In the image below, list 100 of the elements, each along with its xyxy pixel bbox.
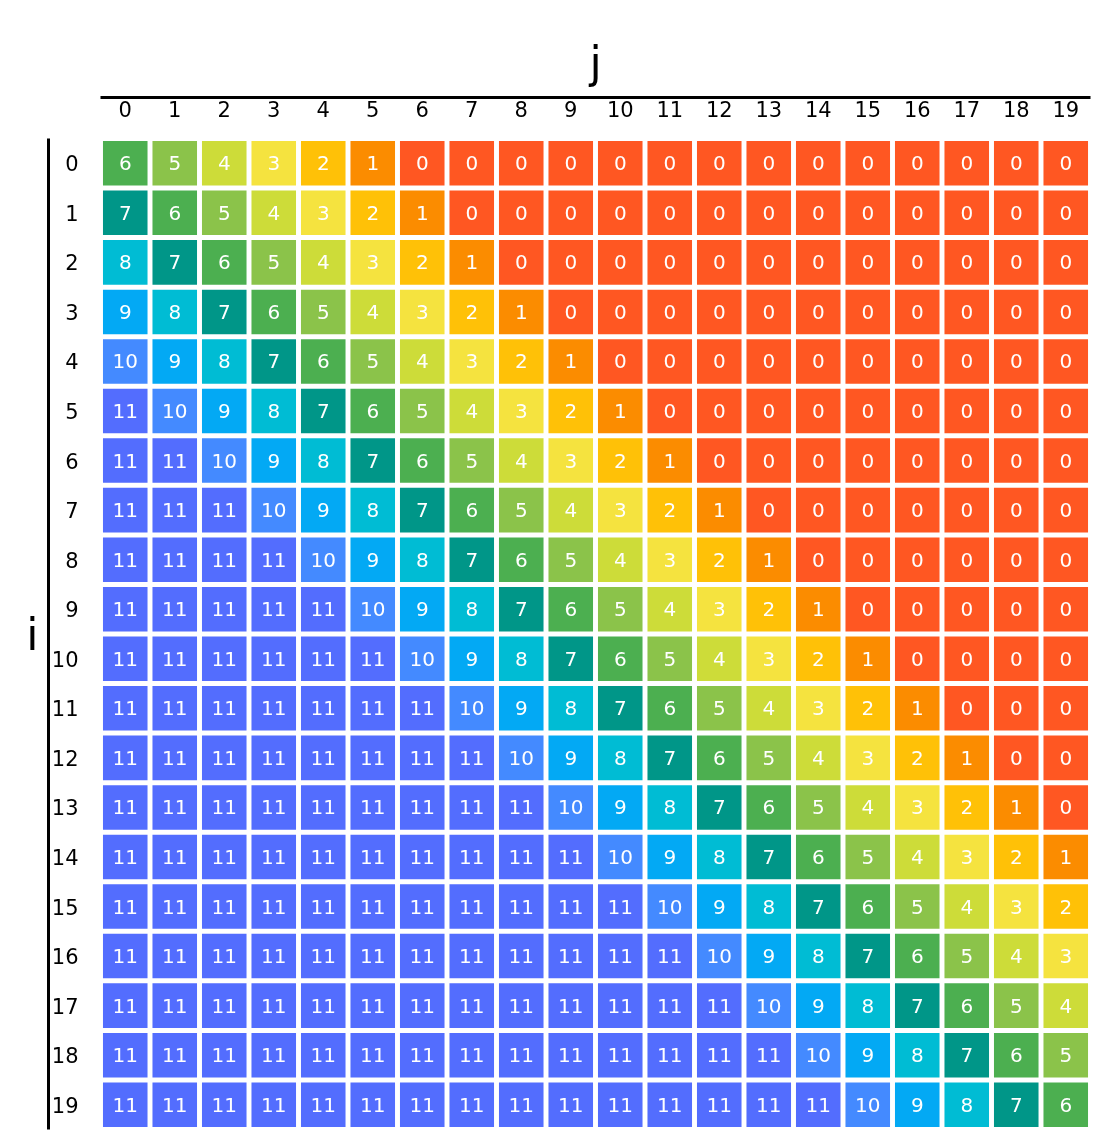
data-label: 11 [112, 1043, 138, 1068]
data-label: 2 [415, 250, 429, 275]
data-label: 0 [1059, 547, 1073, 572]
data-label: 11 [162, 894, 188, 919]
data-label: 0 [861, 597, 875, 622]
data-label: 0 [1009, 299, 1023, 324]
data-label: 0 [663, 200, 677, 225]
data-label: 6 [861, 894, 875, 919]
data-label: 5 [217, 200, 231, 225]
data-label: 2 [514, 349, 528, 374]
data-label: 5 [316, 299, 330, 324]
data-label: 11 [360, 844, 386, 869]
data-label: 11 [162, 944, 188, 969]
data-label: 11 [112, 448, 138, 473]
data-label: 0 [514, 250, 528, 275]
data-label: 4 [1009, 944, 1023, 969]
data-label: 10 [211, 448, 237, 473]
data-label: 0 [1059, 498, 1073, 523]
data-label: 7 [712, 795, 726, 820]
y-tick-label: 14 [51, 845, 79, 870]
data-label: 0 [1009, 696, 1023, 721]
data-label: 7 [564, 646, 578, 671]
data-label: 11 [261, 646, 287, 671]
data-label: 6 [663, 696, 677, 721]
data-label: 2 [1009, 844, 1023, 869]
x-tick-label: 1 [168, 97, 182, 122]
data-label: 6 [811, 844, 825, 869]
data-label: 11 [162, 1092, 188, 1117]
data-label: 0 [712, 448, 726, 473]
data-label: 0 [861, 200, 875, 225]
data-label: 11 [607, 944, 633, 969]
y-tick-label: 16 [51, 945, 79, 970]
data-label: 11 [508, 944, 534, 969]
data-label: 0 [1059, 250, 1073, 275]
data-label: 0 [762, 399, 776, 424]
data-label: 0 [811, 151, 825, 176]
data-label: 3 [712, 597, 726, 622]
data-label: 9 [217, 399, 231, 424]
data-label: 11 [409, 1043, 435, 1068]
data-label: 11 [211, 696, 237, 721]
data-label: 1 [514, 299, 528, 324]
data-label: 0 [762, 498, 776, 523]
data-label: 0 [762, 151, 776, 176]
data-label: 11 [162, 597, 188, 622]
data-label: 10 [508, 745, 534, 770]
data-label: 3 [613, 498, 627, 523]
data-label: 2 [910, 745, 924, 770]
data-label: 11 [310, 745, 336, 770]
x-tick-label: 5 [366, 97, 380, 122]
data-label: 11 [112, 894, 138, 919]
data-label: 10 [409, 646, 435, 671]
data-label: 11 [360, 696, 386, 721]
y-tick-label: 9 [65, 598, 79, 623]
x-tick-label: 8 [514, 97, 528, 122]
data-label: 11 [706, 1092, 732, 1117]
data-label: 0 [960, 547, 974, 572]
data-label: 1 [465, 250, 479, 275]
data-label: 0 [1009, 498, 1023, 523]
data-label: 0 [910, 498, 924, 523]
x-tick-label: 9 [564, 97, 578, 122]
data-label: 0 [663, 299, 677, 324]
data-label: 0 [1059, 448, 1073, 473]
data-label: 7 [811, 894, 825, 919]
data-label: 0 [564, 200, 578, 225]
data-label: 0 [910, 299, 924, 324]
x-tick-label: 6 [415, 97, 429, 122]
data-label: 11 [409, 894, 435, 919]
data-label: 11 [310, 696, 336, 721]
data-label: 11 [211, 547, 237, 572]
data-label: 7 [762, 844, 776, 869]
x-tick-label: 2 [217, 97, 231, 122]
data-label: 0 [1009, 151, 1023, 176]
data-label: 0 [613, 349, 627, 374]
data-label: 11 [112, 993, 138, 1018]
data-label: 1 [762, 547, 776, 572]
data-label: 11 [360, 745, 386, 770]
data-label: 0 [712, 250, 726, 275]
data-label: 5 [663, 646, 677, 671]
data-label: 0 [415, 151, 429, 176]
y-tick-label: 0 [65, 152, 79, 177]
data-label: 11 [360, 1092, 386, 1117]
data-label: 11 [459, 1092, 485, 1117]
data-label: 11 [261, 1092, 287, 1117]
data-label: 10 [855, 1092, 881, 1117]
data-label: 11 [112, 547, 138, 572]
data-label: 5 [564, 547, 578, 572]
data-label: 5 [613, 597, 627, 622]
data-label: 7 [316, 399, 330, 424]
data-label: 9 [613, 795, 627, 820]
data-label: 11 [459, 894, 485, 919]
data-label: 11 [657, 1043, 683, 1068]
data-label: 6 [168, 200, 182, 225]
data-label: 3 [1059, 944, 1073, 969]
data-label: 0 [910, 349, 924, 374]
data-label: 0 [1059, 349, 1073, 374]
data-label: 7 [118, 200, 132, 225]
data-label: 9 [465, 646, 479, 671]
data-label: 9 [910, 1092, 924, 1117]
data-label: 8 [118, 250, 132, 275]
data-label: 0 [712, 200, 726, 225]
